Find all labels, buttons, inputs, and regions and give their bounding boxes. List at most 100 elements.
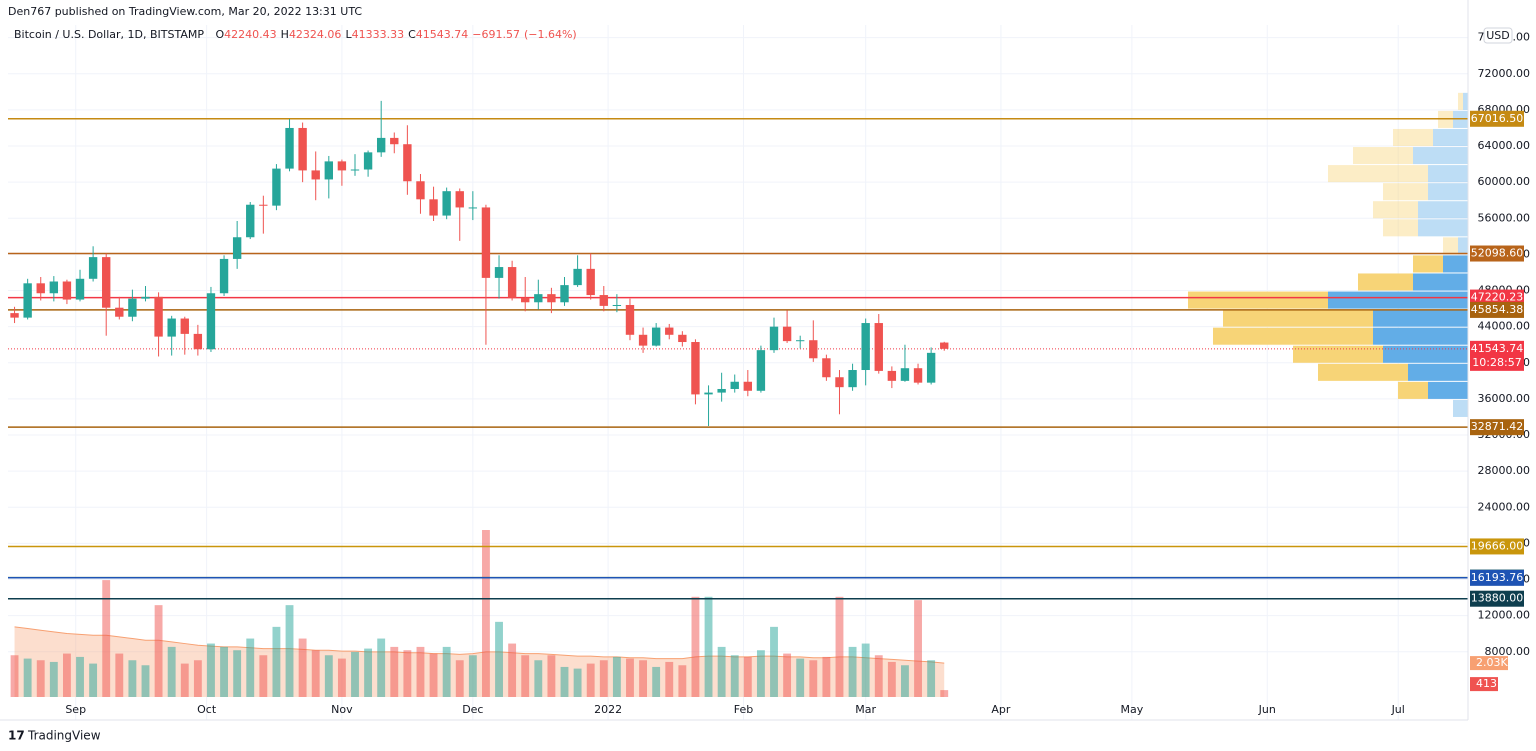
volume-bar <box>573 668 582 697</box>
volume-bar <box>403 650 412 697</box>
profile-down <box>1358 273 1413 291</box>
volume-bar <box>128 660 137 697</box>
volume-bar <box>246 638 255 697</box>
volume-bar <box>730 655 739 697</box>
y-tick-label: 12000.00 <box>1478 609 1531 622</box>
axis: 8000.0012000.0016000.0020000.0024000.002… <box>65 31 1530 716</box>
ohlc-letter: L <box>345 28 352 41</box>
volume-bar <box>364 648 373 697</box>
profile-down <box>1373 201 1418 219</box>
volume-bar <box>743 656 752 697</box>
levels <box>8 118 1468 600</box>
candle-body <box>468 207 478 209</box>
candle-body <box>219 258 229 294</box>
candle-body <box>390 137 399 145</box>
volume-bar <box>822 656 831 697</box>
volume-bar <box>927 660 936 697</box>
volume-bar <box>874 655 883 697</box>
profile-up <box>1383 345 1468 363</box>
candle-body <box>10 313 19 318</box>
level-tag <box>1470 289 1524 306</box>
x-tick-label: 2022 <box>594 703 622 716</box>
volume-bar <box>652 666 661 697</box>
currency[interactable]: USD <box>1486 29 1510 42</box>
volume-bar <box>429 653 438 697</box>
volume-bar <box>455 660 464 697</box>
volume-bar <box>62 653 71 697</box>
profile-down <box>1188 291 1328 309</box>
candle-body <box>782 326 792 342</box>
volume-bar <box>23 658 32 697</box>
candle-body <box>88 257 98 279</box>
profile-down <box>1293 345 1383 363</box>
candle-body <box>75 278 85 300</box>
candle-body <box>691 342 700 395</box>
volume-bar <box>914 600 922 697</box>
candle-body <box>285 127 294 169</box>
volume-bar <box>298 638 307 697</box>
candle-body <box>822 358 831 378</box>
candle-body <box>442 191 451 216</box>
candle-body <box>416 181 425 200</box>
volume-bar <box>115 653 124 697</box>
x-tick-label: Apr <box>991 703 1011 716</box>
candle-body <box>599 295 608 306</box>
volume-bar <box>416 646 425 697</box>
profile-up <box>1413 147 1468 165</box>
volume-pane <box>10 530 949 697</box>
candle-body <box>547 294 556 303</box>
candle-body <box>573 268 582 286</box>
level-tag <box>1470 419 1524 436</box>
volume-bar <box>337 658 346 697</box>
ohlc-value: 42324.06 <box>289 28 342 41</box>
profile-up <box>1433 128 1468 147</box>
y-tick-label: 64000.00 <box>1478 139 1531 152</box>
candle-body <box>115 307 124 317</box>
volume-bar <box>770 626 778 697</box>
profile-up <box>1418 201 1468 219</box>
watermark: TradingView <box>27 729 101 743</box>
candle-body <box>874 323 883 371</box>
volume-bar <box>586 663 595 697</box>
volume-bar <box>547 655 556 697</box>
x-tick-label: May <box>1120 703 1143 716</box>
ohlc-letter: H <box>281 28 289 41</box>
volume-bar <box>390 646 399 697</box>
volume-bar <box>180 663 189 697</box>
level-tag-text: 47220.23 <box>1471 291 1524 304</box>
candle-body <box>835 377 844 388</box>
ohlc-letter: O <box>215 28 224 41</box>
profile-up <box>1458 237 1468 255</box>
profile-up <box>1463 92 1468 110</box>
level-tag-text: 32871.42 <box>1471 420 1524 433</box>
ohlc-letter: C <box>408 28 416 41</box>
currency-box[interactable] <box>1483 27 1513 44</box>
profile-up <box>1418 219 1468 237</box>
candle-body <box>350 169 360 171</box>
volume-bar <box>285 605 294 697</box>
profile-up <box>1373 327 1468 345</box>
candle-body <box>521 297 530 303</box>
candle-body <box>324 161 333 180</box>
volume-bar <box>324 655 333 697</box>
level-tag <box>1470 301 1524 318</box>
volume-bar <box>49 661 58 697</box>
level-tag-text: 19666.00 <box>1471 539 1524 552</box>
candles <box>10 100 949 427</box>
candle-body <box>494 267 504 278</box>
volume-bar <box>717 646 726 697</box>
candle-body <box>625 304 635 335</box>
volume-bar <box>495 621 503 697</box>
volume-bar <box>272 626 281 697</box>
logo: 17 <box>8 729 25 743</box>
volume-bar <box>835 596 844 697</box>
profile-down <box>1383 219 1418 237</box>
candle-body <box>62 281 72 300</box>
profile-down <box>1223 309 1373 327</box>
candle-body <box>861 323 870 371</box>
profile-down <box>1413 255 1443 273</box>
candle-body <box>311 170 320 180</box>
candle-body <box>298 127 307 171</box>
volume-ma-tag <box>1470 656 1508 671</box>
